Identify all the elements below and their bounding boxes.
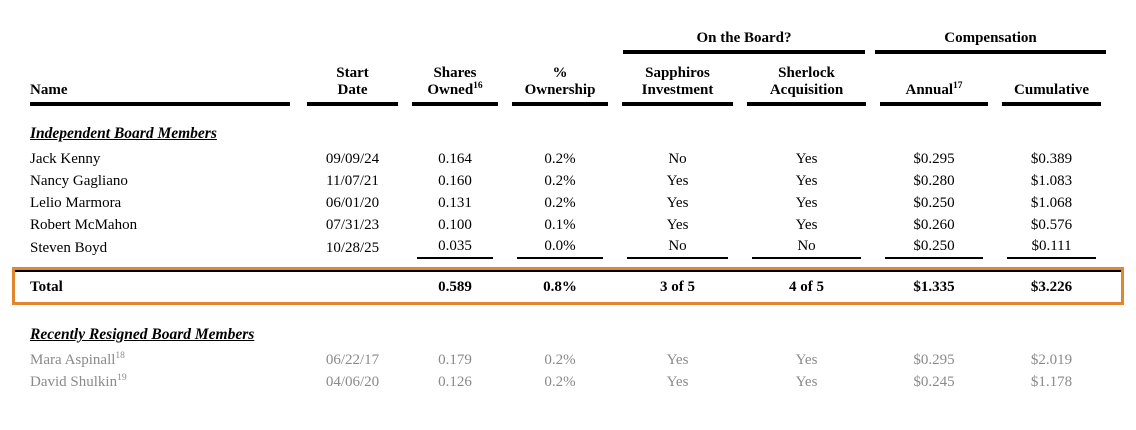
column-header-row: Name Start Date Shares Owned16 % Ownersh… bbox=[30, 54, 1108, 106]
column-header-sherlock-acquisition: Sherlock Acquisition bbox=[747, 65, 867, 106]
section-header-resigned: Recently Resigned Board Members bbox=[30, 326, 255, 343]
cell-name: David Shulkin bbox=[30, 374, 118, 390]
cell-cumulative: $1.178 bbox=[1030, 374, 1073, 390]
table-row: Lelio Marmora 06/01/20 0.131 0.2% Yes Ye… bbox=[30, 192, 1108, 214]
cell-sapphiros: No bbox=[668, 151, 687, 167]
column-header-name: Name bbox=[30, 82, 290, 106]
cell-pct-ownership: 0.2% bbox=[544, 352, 576, 368]
cell-shares-owned: 0.100 bbox=[438, 217, 472, 233]
cell-shares-owned: 0.126 bbox=[438, 374, 472, 390]
cell-shares-owned: 0.179 bbox=[438, 352, 472, 368]
cell-sherlock: Yes bbox=[795, 195, 818, 211]
cell-start-date: 06/01/20 bbox=[325, 195, 380, 211]
cell-shares-owned: 0.164 bbox=[438, 151, 472, 167]
total-cumulative: $3.226 bbox=[1030, 278, 1073, 295]
table-row: Steven Boyd 10/28/25 0.035 0.0% No No $0… bbox=[30, 236, 1108, 259]
cell-start-date: 10/28/25 bbox=[325, 239, 380, 256]
spanner-compensation: Compensation bbox=[875, 29, 1107, 54]
column-header-shares-owned: Shares Owned16 bbox=[412, 65, 498, 106]
cell-annual: $0.280 bbox=[913, 173, 955, 189]
cell-name: Mara Aspinall bbox=[30, 352, 116, 368]
cell-name: Steven Boyd bbox=[30, 239, 108, 256]
footnote-ref-16: 16 bbox=[473, 81, 483, 91]
cell-pct-ownership: 0.2% bbox=[544, 173, 576, 189]
cell-cumulative: $1.083 bbox=[1030, 173, 1073, 189]
total-label: Total bbox=[30, 278, 63, 295]
spanner-on-the-board: On the Board? bbox=[623, 29, 866, 54]
column-header-pct-ownership: % Ownership bbox=[512, 65, 608, 106]
cell-cumulative: $1.068 bbox=[1030, 195, 1073, 211]
cell-sapphiros: Yes bbox=[666, 217, 689, 233]
cell-cumulative: $0.389 bbox=[1030, 151, 1073, 167]
cell-shares-owned: 0.160 bbox=[438, 173, 472, 189]
cell-sherlock: No bbox=[752, 236, 862, 259]
cell-sherlock: Yes bbox=[795, 151, 818, 167]
cell-start-date: 11/07/21 bbox=[326, 173, 379, 189]
footnote-ref-17: 17 bbox=[953, 81, 963, 91]
cell-sherlock: Yes bbox=[795, 217, 818, 233]
cell-sapphiros: No bbox=[627, 236, 728, 259]
cell-cumulative: $0.111 bbox=[1007, 236, 1097, 259]
cell-annual: $0.250 bbox=[913, 195, 955, 211]
cell-sapphiros: Yes bbox=[666, 195, 689, 211]
cell-shares-owned: 0.035 bbox=[417, 236, 493, 259]
cell-name: Nancy Gagliano bbox=[30, 173, 128, 189]
total-annual: $1.335 bbox=[913, 278, 955, 295]
cell-annual: $0.245 bbox=[913, 374, 955, 390]
cell-shares-owned: 0.131 bbox=[438, 195, 472, 211]
cell-start-date: 04/06/20 bbox=[325, 374, 380, 390]
cell-pct-ownership: 0.2% bbox=[544, 374, 576, 390]
total-shares-owned: 0.589 bbox=[438, 278, 472, 295]
section-row-independent: Independent Board Members bbox=[30, 106, 1108, 148]
footnote-ref-18: 18 bbox=[115, 351, 125, 361]
footnote-ref-19: 19 bbox=[117, 373, 127, 383]
total-pct-ownership: 0.8% bbox=[543, 278, 577, 295]
cell-annual: $0.295 bbox=[913, 352, 955, 368]
cell-name: Jack Kenny bbox=[30, 151, 101, 167]
cell-pct-ownership: 0.1% bbox=[544, 217, 576, 233]
cell-start-date: 07/31/23 bbox=[325, 217, 380, 233]
cell-pct-ownership: 0.0% bbox=[517, 236, 603, 259]
section-row-resigned: Recently Resigned Board Members bbox=[30, 303, 1108, 349]
cell-annual: $0.260 bbox=[913, 217, 955, 233]
cell-cumulative: $2.019 bbox=[1030, 352, 1073, 368]
cell-sapphiros: Yes bbox=[666, 374, 689, 390]
column-header-start-date: Start Date bbox=[307, 65, 398, 106]
section-header-independent: Independent Board Members bbox=[30, 125, 217, 142]
spanner-header-row: On the Board? Compensation bbox=[30, 16, 1108, 54]
cell-annual: $0.250 bbox=[885, 236, 984, 259]
cell-annual: $0.295 bbox=[913, 151, 955, 167]
cell-pct-ownership: 0.2% bbox=[544, 151, 576, 167]
table-row: David Shulkin19 04/06/20 0.126 0.2% Yes … bbox=[30, 371, 1108, 393]
column-header-annual: Annual17 bbox=[880, 81, 989, 106]
cell-start-date: 09/09/24 bbox=[325, 151, 380, 167]
cell-sherlock: Yes bbox=[795, 173, 818, 189]
board-members-table: On the Board? Compensation Name Start Da… bbox=[30, 16, 1108, 393]
total-sherlock: 4 of 5 bbox=[789, 278, 824, 295]
cell-name: Robert McMahon bbox=[30, 217, 138, 233]
table-row: Nancy Gagliano 11/07/21 0.160 0.2% Yes Y… bbox=[30, 170, 1108, 192]
cell-name: Lelio Marmora bbox=[30, 195, 122, 211]
cell-cumulative: $0.576 bbox=[1030, 217, 1073, 233]
cell-start-date: 06/22/17 bbox=[325, 352, 380, 368]
column-header-sapphiros-investment: Sapphiros Investment bbox=[622, 65, 733, 106]
cell-sherlock: Yes bbox=[795, 352, 818, 368]
cell-sapphiros: Yes bbox=[666, 173, 689, 189]
cell-sherlock: Yes bbox=[795, 374, 818, 390]
cell-pct-ownership: 0.2% bbox=[544, 195, 576, 211]
table-row: Mara Aspinall18 06/22/17 0.179 0.2% Yes … bbox=[30, 349, 1108, 371]
spacer-row bbox=[30, 259, 1108, 271]
column-header-cumulative: Cumulative bbox=[1002, 82, 1102, 106]
total-row: Total 0.589 0.8% 3 of 5 4 of 5 $1.335 $3… bbox=[30, 271, 1108, 303]
table-row: Jack Kenny 09/09/24 0.164 0.2% No Yes $0… bbox=[30, 148, 1108, 170]
total-sapphiros: 3 of 5 bbox=[660, 278, 695, 295]
table-row: Robert McMahon 07/31/23 0.100 0.1% Yes Y… bbox=[30, 214, 1108, 236]
cell-sapphiros: Yes bbox=[666, 352, 689, 368]
